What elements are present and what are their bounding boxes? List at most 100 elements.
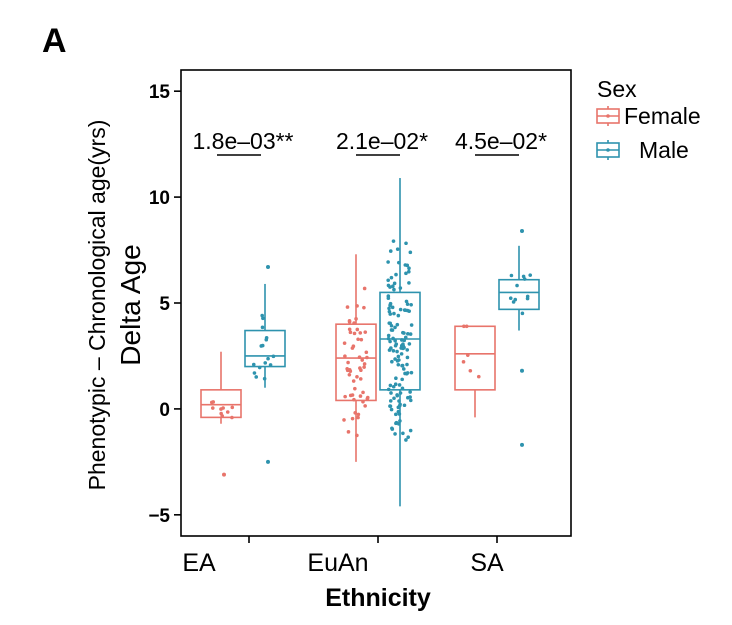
outlier-point <box>520 368 524 373</box>
data-point <box>225 410 230 414</box>
data-point <box>408 395 412 399</box>
data-point <box>355 433 359 438</box>
data-point <box>404 438 408 442</box>
data-point <box>397 422 401 426</box>
data-point <box>408 250 413 255</box>
data-point <box>404 241 408 246</box>
data-point <box>409 370 414 375</box>
data-point <box>342 418 346 422</box>
data-point <box>406 332 410 336</box>
data-point <box>342 341 347 345</box>
data-point <box>407 342 412 346</box>
data-point <box>359 368 363 372</box>
data-point <box>522 277 527 281</box>
data-point <box>405 263 410 268</box>
data-point <box>406 435 410 439</box>
data-point <box>362 286 367 291</box>
data-point <box>260 325 265 330</box>
legend-label-female: Female <box>624 103 701 129</box>
y-tick-label: 5 <box>159 294 170 315</box>
data-point <box>409 323 414 327</box>
data-point <box>352 321 356 325</box>
outlier-point <box>266 264 270 269</box>
data-point <box>350 416 355 421</box>
data-point <box>355 374 359 379</box>
data-point <box>363 404 367 408</box>
data-point <box>386 333 391 338</box>
data-point <box>345 366 349 371</box>
data-point <box>343 394 347 399</box>
box-body <box>244 329 286 368</box>
legend-key-female <box>596 106 620 126</box>
data-point <box>398 391 403 395</box>
data-point <box>351 379 356 383</box>
data-point <box>357 355 362 359</box>
data-point <box>356 337 360 342</box>
box-body <box>454 325 496 391</box>
data-point <box>352 331 357 336</box>
y-tick-label: −5 <box>148 506 170 527</box>
data-point <box>365 355 369 360</box>
outlier-point <box>520 228 524 233</box>
data-point <box>397 399 401 403</box>
data-point <box>468 368 473 373</box>
box-body <box>335 323 377 402</box>
data-point <box>396 260 401 265</box>
data-point <box>362 305 366 310</box>
data-point <box>251 362 256 367</box>
data-point <box>345 305 350 309</box>
data-point <box>362 362 367 366</box>
data-point <box>260 343 265 348</box>
data-point <box>391 384 396 389</box>
data-point <box>386 278 390 283</box>
data-point <box>388 399 393 403</box>
data-point <box>347 327 352 332</box>
data-point <box>358 394 363 398</box>
outlier-point <box>222 472 226 477</box>
y-axis-title-primary: Phenotypic – Chronological age(yrs) <box>84 120 110 491</box>
data-point <box>402 331 406 335</box>
data-point <box>350 393 355 397</box>
data-point <box>230 405 235 410</box>
box-body <box>379 291 421 391</box>
data-point <box>348 369 353 374</box>
data-point <box>263 361 268 365</box>
box-body <box>200 389 242 419</box>
data-point <box>388 249 393 253</box>
data-point <box>464 324 469 329</box>
data-point <box>389 407 394 412</box>
data-point <box>352 397 356 402</box>
data-point <box>353 386 357 391</box>
data-point <box>386 387 391 392</box>
data-point <box>390 328 395 332</box>
data-point <box>264 337 269 342</box>
data-point <box>388 383 393 388</box>
data-point <box>405 362 409 367</box>
data-point <box>347 318 352 323</box>
data-point <box>388 285 392 289</box>
x-tick-label: EuAn <box>307 549 368 577</box>
data-point <box>394 376 398 381</box>
data-point <box>387 306 391 311</box>
data-point <box>462 324 466 329</box>
data-point <box>268 363 273 367</box>
data-point <box>220 414 225 418</box>
data-point <box>392 311 396 316</box>
data-point <box>230 415 234 420</box>
data-point <box>408 390 412 394</box>
data-point <box>396 354 401 359</box>
data-point <box>390 359 394 364</box>
data-point <box>361 390 365 395</box>
data-point <box>387 309 392 314</box>
data-point <box>353 411 358 415</box>
data-point <box>210 406 215 410</box>
data-point <box>409 302 413 307</box>
data-point <box>401 431 405 436</box>
data-point <box>396 313 401 318</box>
data-point <box>260 313 264 318</box>
data-point <box>400 377 404 382</box>
data-point <box>528 273 533 277</box>
data-point <box>390 305 395 310</box>
legend-label-male: Male <box>639 137 689 163</box>
y-tick-label: 10 <box>149 188 170 209</box>
